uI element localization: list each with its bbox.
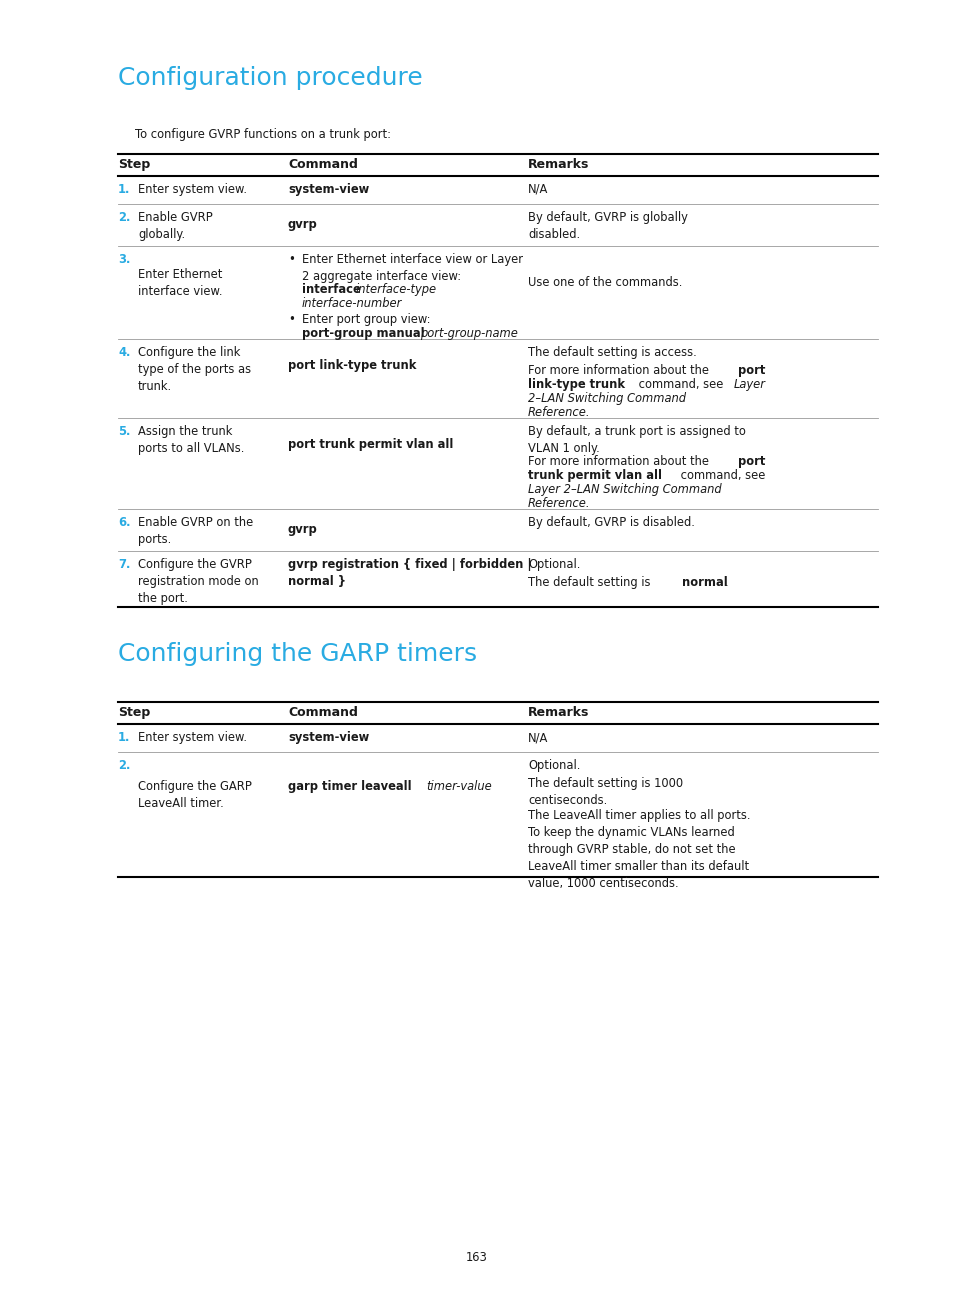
- Text: Optional.: Optional.: [527, 559, 579, 572]
- Text: Configuring the GARP timers: Configuring the GARP timers: [118, 642, 476, 666]
- Text: Step: Step: [118, 706, 150, 719]
- Text: To configure GVRP functions on a trunk port:: To configure GVRP functions on a trunk p…: [135, 128, 391, 141]
- Text: command, see: command, see: [635, 378, 726, 391]
- Text: command, see: command, see: [677, 469, 764, 482]
- Text: port: port: [738, 455, 764, 468]
- Text: port link-type trunk: port link-type trunk: [288, 359, 416, 372]
- Text: By default, GVRP is disabled.: By default, GVRP is disabled.: [527, 516, 694, 529]
- Text: Reference.: Reference.: [527, 406, 590, 419]
- Text: Layer 2–LAN Switching Command: Layer 2–LAN Switching Command: [527, 483, 720, 496]
- Text: system-view: system-view: [288, 731, 369, 744]
- Text: Configure the GVRP
registration mode on
the port.: Configure the GVRP registration mode on …: [138, 559, 258, 605]
- Text: Configure the GARP
LeaveAll timer.: Configure the GARP LeaveAll timer.: [138, 780, 252, 810]
- Text: 3.: 3.: [118, 253, 131, 266]
- Text: timer-value: timer-value: [426, 780, 491, 793]
- Text: Assign the trunk
ports to all VLANs.: Assign the trunk ports to all VLANs.: [138, 425, 244, 455]
- Text: 7.: 7.: [118, 559, 131, 572]
- Text: •: •: [288, 253, 294, 266]
- Text: Enable GVRP
globally.: Enable GVRP globally.: [138, 211, 213, 241]
- Text: Step: Step: [118, 158, 150, 171]
- Text: Enter port group view:: Enter port group view:: [302, 314, 430, 327]
- Text: .: .: [724, 575, 728, 588]
- Text: Configuration procedure: Configuration procedure: [118, 66, 422, 89]
- Text: Enable GVRP on the
ports.: Enable GVRP on the ports.: [138, 516, 253, 546]
- Text: interface-number: interface-number: [302, 297, 402, 310]
- Text: gvrp: gvrp: [288, 524, 317, 537]
- Text: •: •: [288, 314, 294, 327]
- Text: port-group-name: port-group-name: [419, 327, 517, 340]
- Text: N/A: N/A: [527, 183, 548, 196]
- Text: port trunk permit vlan all: port trunk permit vlan all: [288, 438, 453, 451]
- Text: 6.: 6.: [118, 516, 131, 529]
- Text: The default setting is: The default setting is: [527, 575, 654, 588]
- Text: interface-type: interface-type: [355, 283, 436, 295]
- Text: Enter system view.: Enter system view.: [138, 183, 247, 196]
- Text: Configure the link
type of the ports as
trunk.: Configure the link type of the ports as …: [138, 346, 251, 393]
- Text: Command: Command: [288, 158, 357, 171]
- Text: For more information about the: For more information about the: [527, 364, 712, 377]
- Text: 2–LAN Switching Command: 2–LAN Switching Command: [527, 391, 685, 406]
- Text: Enter system view.: Enter system view.: [138, 731, 247, 744]
- Text: The default setting is 1000
centiseconds.: The default setting is 1000 centiseconds…: [527, 778, 682, 807]
- Text: interface: interface: [302, 283, 364, 295]
- Text: link-type trunk: link-type trunk: [527, 378, 624, 391]
- Text: Remarks: Remarks: [527, 706, 589, 719]
- Text: Optional.: Optional.: [527, 759, 579, 772]
- Text: For more information about the: For more information about the: [527, 455, 712, 468]
- Text: 2.: 2.: [118, 759, 131, 772]
- Text: N/A: N/A: [527, 731, 548, 744]
- Text: By default, a trunk port is assigned to
VLAN 1 only.: By default, a trunk port is assigned to …: [527, 425, 745, 455]
- Text: 5.: 5.: [118, 425, 131, 438]
- Text: gvrp registration { fixed | forbidden |
normal }: gvrp registration { fixed | forbidden | …: [288, 559, 531, 588]
- Text: port: port: [738, 364, 764, 377]
- Text: trunk permit vlan all: trunk permit vlan all: [527, 469, 661, 482]
- Text: Enter Ethernet interface view or Layer
2 aggregate interface view:: Enter Ethernet interface view or Layer 2…: [302, 253, 522, 283]
- Text: 1.: 1.: [118, 183, 131, 196]
- Text: system-view: system-view: [288, 183, 369, 196]
- Text: gvrp: gvrp: [288, 218, 317, 231]
- Text: Reference.: Reference.: [527, 496, 590, 511]
- Text: Remarks: Remarks: [527, 158, 589, 171]
- Text: 163: 163: [466, 1251, 487, 1264]
- Text: Use one of the commands.: Use one of the commands.: [527, 276, 681, 289]
- Text: Command: Command: [288, 706, 357, 719]
- Text: normal: normal: [681, 575, 727, 588]
- Text: 2.: 2.: [118, 211, 131, 224]
- Text: The default setting is access.: The default setting is access.: [527, 346, 696, 359]
- Text: Layer: Layer: [733, 378, 765, 391]
- Text: 4.: 4.: [118, 346, 131, 359]
- Text: By default, GVRP is globally
disabled.: By default, GVRP is globally disabled.: [527, 211, 687, 241]
- Text: port-group manual: port-group manual: [302, 327, 428, 340]
- Text: 1.: 1.: [118, 731, 131, 744]
- Text: Enter Ethernet
interface view.: Enter Ethernet interface view.: [138, 268, 222, 298]
- Text: The LeaveAll timer applies to all ports.
To keep the dynamic VLANs learned
throu: The LeaveAll timer applies to all ports.…: [527, 809, 750, 890]
- Text: garp timer leaveall: garp timer leaveall: [288, 780, 416, 793]
